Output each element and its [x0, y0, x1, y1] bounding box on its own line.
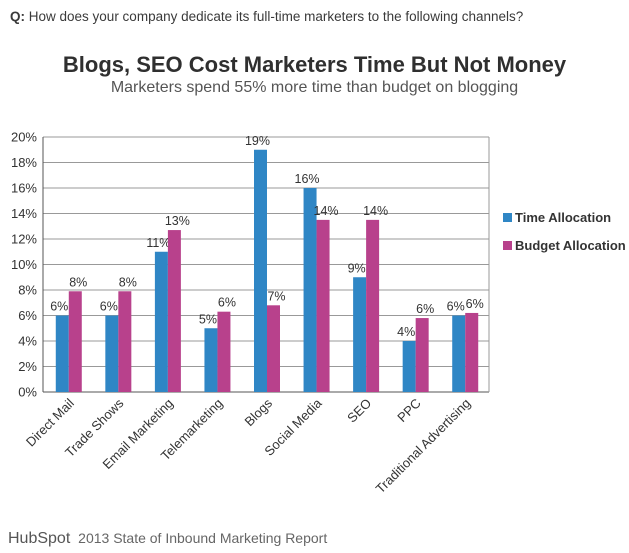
time-bar	[105, 315, 119, 392]
budget-bar	[415, 318, 429, 392]
legend-swatch-budget	[503, 241, 512, 250]
data-label: 6%	[218, 296, 236, 310]
chart-title: Blogs, SEO Cost Marketers Time But Not M…	[62, 52, 567, 77]
x-tick-label: Blogs	[242, 395, 276, 429]
time-bar	[402, 341, 416, 392]
legend-label-budget: Budget Allocation	[515, 238, 626, 253]
data-label: 14%	[363, 204, 388, 218]
report-name: 2013 State of Inbound Marketing Report	[78, 530, 328, 546]
budget-bar	[267, 305, 280, 392]
data-label: 4%	[397, 325, 415, 339]
chart-subtitle: Marketers spend 55% more time than budge…	[110, 79, 519, 96]
data-label: 6%	[447, 300, 465, 314]
y-tick-label: 8%	[18, 283, 37, 298]
time-bar	[452, 315, 466, 392]
time-bar	[303, 188, 317, 392]
footer: HubSpot 2013 State of Inbound Marketing …	[8, 530, 327, 548]
data-label: 8%	[69, 275, 87, 289]
time-bar	[353, 277, 367, 392]
data-label: 6%	[466, 297, 484, 311]
legend-swatch-time	[503, 213, 512, 222]
legend-label-time: Time Allocation	[515, 210, 611, 225]
budget-bar	[366, 219, 380, 392]
y-tick-label: 18%	[11, 155, 37, 170]
time-bar	[154, 251, 168, 392]
data-label: 7%	[267, 289, 285, 303]
x-tick-label: PPC	[394, 396, 424, 426]
data-label: 6%	[416, 302, 434, 316]
y-tick-label: 14%	[11, 206, 37, 221]
y-tick-label: 12%	[11, 232, 37, 247]
y-tick-label: 4%	[18, 334, 37, 349]
budget-bar	[68, 291, 82, 392]
data-label: 11%	[146, 236, 170, 250]
data-label: 16%	[295, 172, 320, 186]
budget-bar	[316, 219, 330, 392]
data-label: 6%	[100, 300, 118, 314]
budget-bar	[465, 312, 479, 392]
y-tick-label: 0%	[18, 385, 37, 400]
y-tick-label: 20%	[11, 130, 37, 145]
x-tick-label: Traditional Advertising	[373, 396, 474, 497]
x-tick-label: SEO	[344, 396, 374, 426]
data-label: 8%	[119, 275, 137, 289]
data-label: 5%	[199, 312, 217, 326]
y-tick-label: 2%	[18, 359, 37, 374]
budget-bar	[167, 230, 181, 392]
y-tick-label: 6%	[18, 308, 37, 323]
data-label: 6%	[50, 300, 68, 314]
data-label: 9%	[348, 261, 366, 275]
time-bar	[204, 328, 218, 392]
question-prefix: Q:	[10, 9, 25, 24]
question: Q: How does your company dedicate its fu…	[10, 9, 523, 24]
hubspot-brand: HubSpot	[8, 530, 71, 547]
budget-bar	[118, 291, 132, 392]
y-tick-label: 10%	[11, 257, 37, 272]
time-bar	[254, 149, 267, 392]
data-label: 13%	[165, 214, 190, 228]
question-text: How does your company dedicate its full-…	[28, 9, 524, 24]
y-tick-label: 16%	[11, 181, 37, 196]
time-bar	[55, 315, 69, 392]
data-label: 14%	[314, 204, 339, 218]
data-label: 19%	[245, 134, 270, 148]
budget-bar	[217, 311, 231, 392]
